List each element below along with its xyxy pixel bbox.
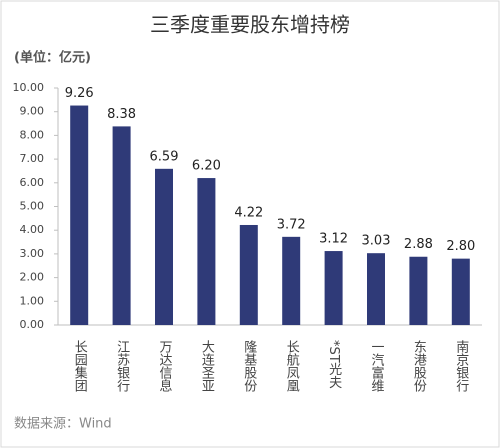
bar (155, 168, 173, 325)
source: 数据来源：Wind (14, 417, 112, 432)
y-tick-label: 3.00 (20, 247, 45, 260)
value-label: 9.26 (65, 86, 94, 101)
value-label: 6.20 (192, 159, 221, 174)
y-tick-label: 8.00 (20, 128, 45, 141)
y-tick-label: 4.00 (20, 223, 45, 236)
bar (197, 178, 216, 325)
x-tick-label: *ST光夫 (326, 340, 342, 389)
x-tick-label: 长园集团 (72, 340, 88, 392)
value-label: 2.88 (404, 237, 433, 252)
y-tick-label: 6.00 (20, 176, 45, 189)
chart-title: 三季度重要股东增持榜 (150, 13, 350, 37)
x-tick-label: 长航凤凰 (284, 340, 300, 392)
y-tick-label: 2.00 (20, 271, 45, 284)
value-label: 3.12 (319, 232, 348, 247)
bar (324, 251, 343, 325)
bar (112, 126, 131, 325)
bar (409, 256, 428, 325)
x-tick-label: 万达信息 (157, 340, 173, 392)
bar (367, 253, 385, 325)
unit-label: (单位：亿元) (14, 50, 91, 66)
bar (282, 236, 301, 325)
y-tick-label: 1.00 (20, 294, 45, 307)
x-tick-label: 大连圣亚 (199, 340, 215, 392)
x-tick-label: 江苏银行 (114, 340, 130, 393)
value-label: 3.72 (277, 217, 306, 232)
y-tick-label: 9.00 (20, 105, 45, 118)
bar (451, 258, 470, 325)
y-tick-label: 7.00 (20, 152, 45, 165)
value-label: 6.59 (150, 149, 179, 164)
value-label: 8.38 (107, 107, 136, 122)
x-tick-label: 东港股份 (411, 340, 427, 392)
x-tick-label: 一汽富维 (369, 340, 385, 392)
y-tick-label: 10.00 (13, 81, 45, 94)
bar (239, 224, 258, 325)
y-tick-label: 0.00 (20, 318, 45, 331)
value-label: 4.22 (234, 205, 263, 220)
y-tick-label: 5.00 (20, 200, 45, 213)
x-tick-label: 隆基股份 (241, 340, 256, 392)
value-label: 3.03 (362, 234, 391, 249)
value-label: 2.80 (446, 239, 475, 254)
x-tick-label: 南京银行 (453, 339, 469, 393)
bar (70, 105, 89, 326)
